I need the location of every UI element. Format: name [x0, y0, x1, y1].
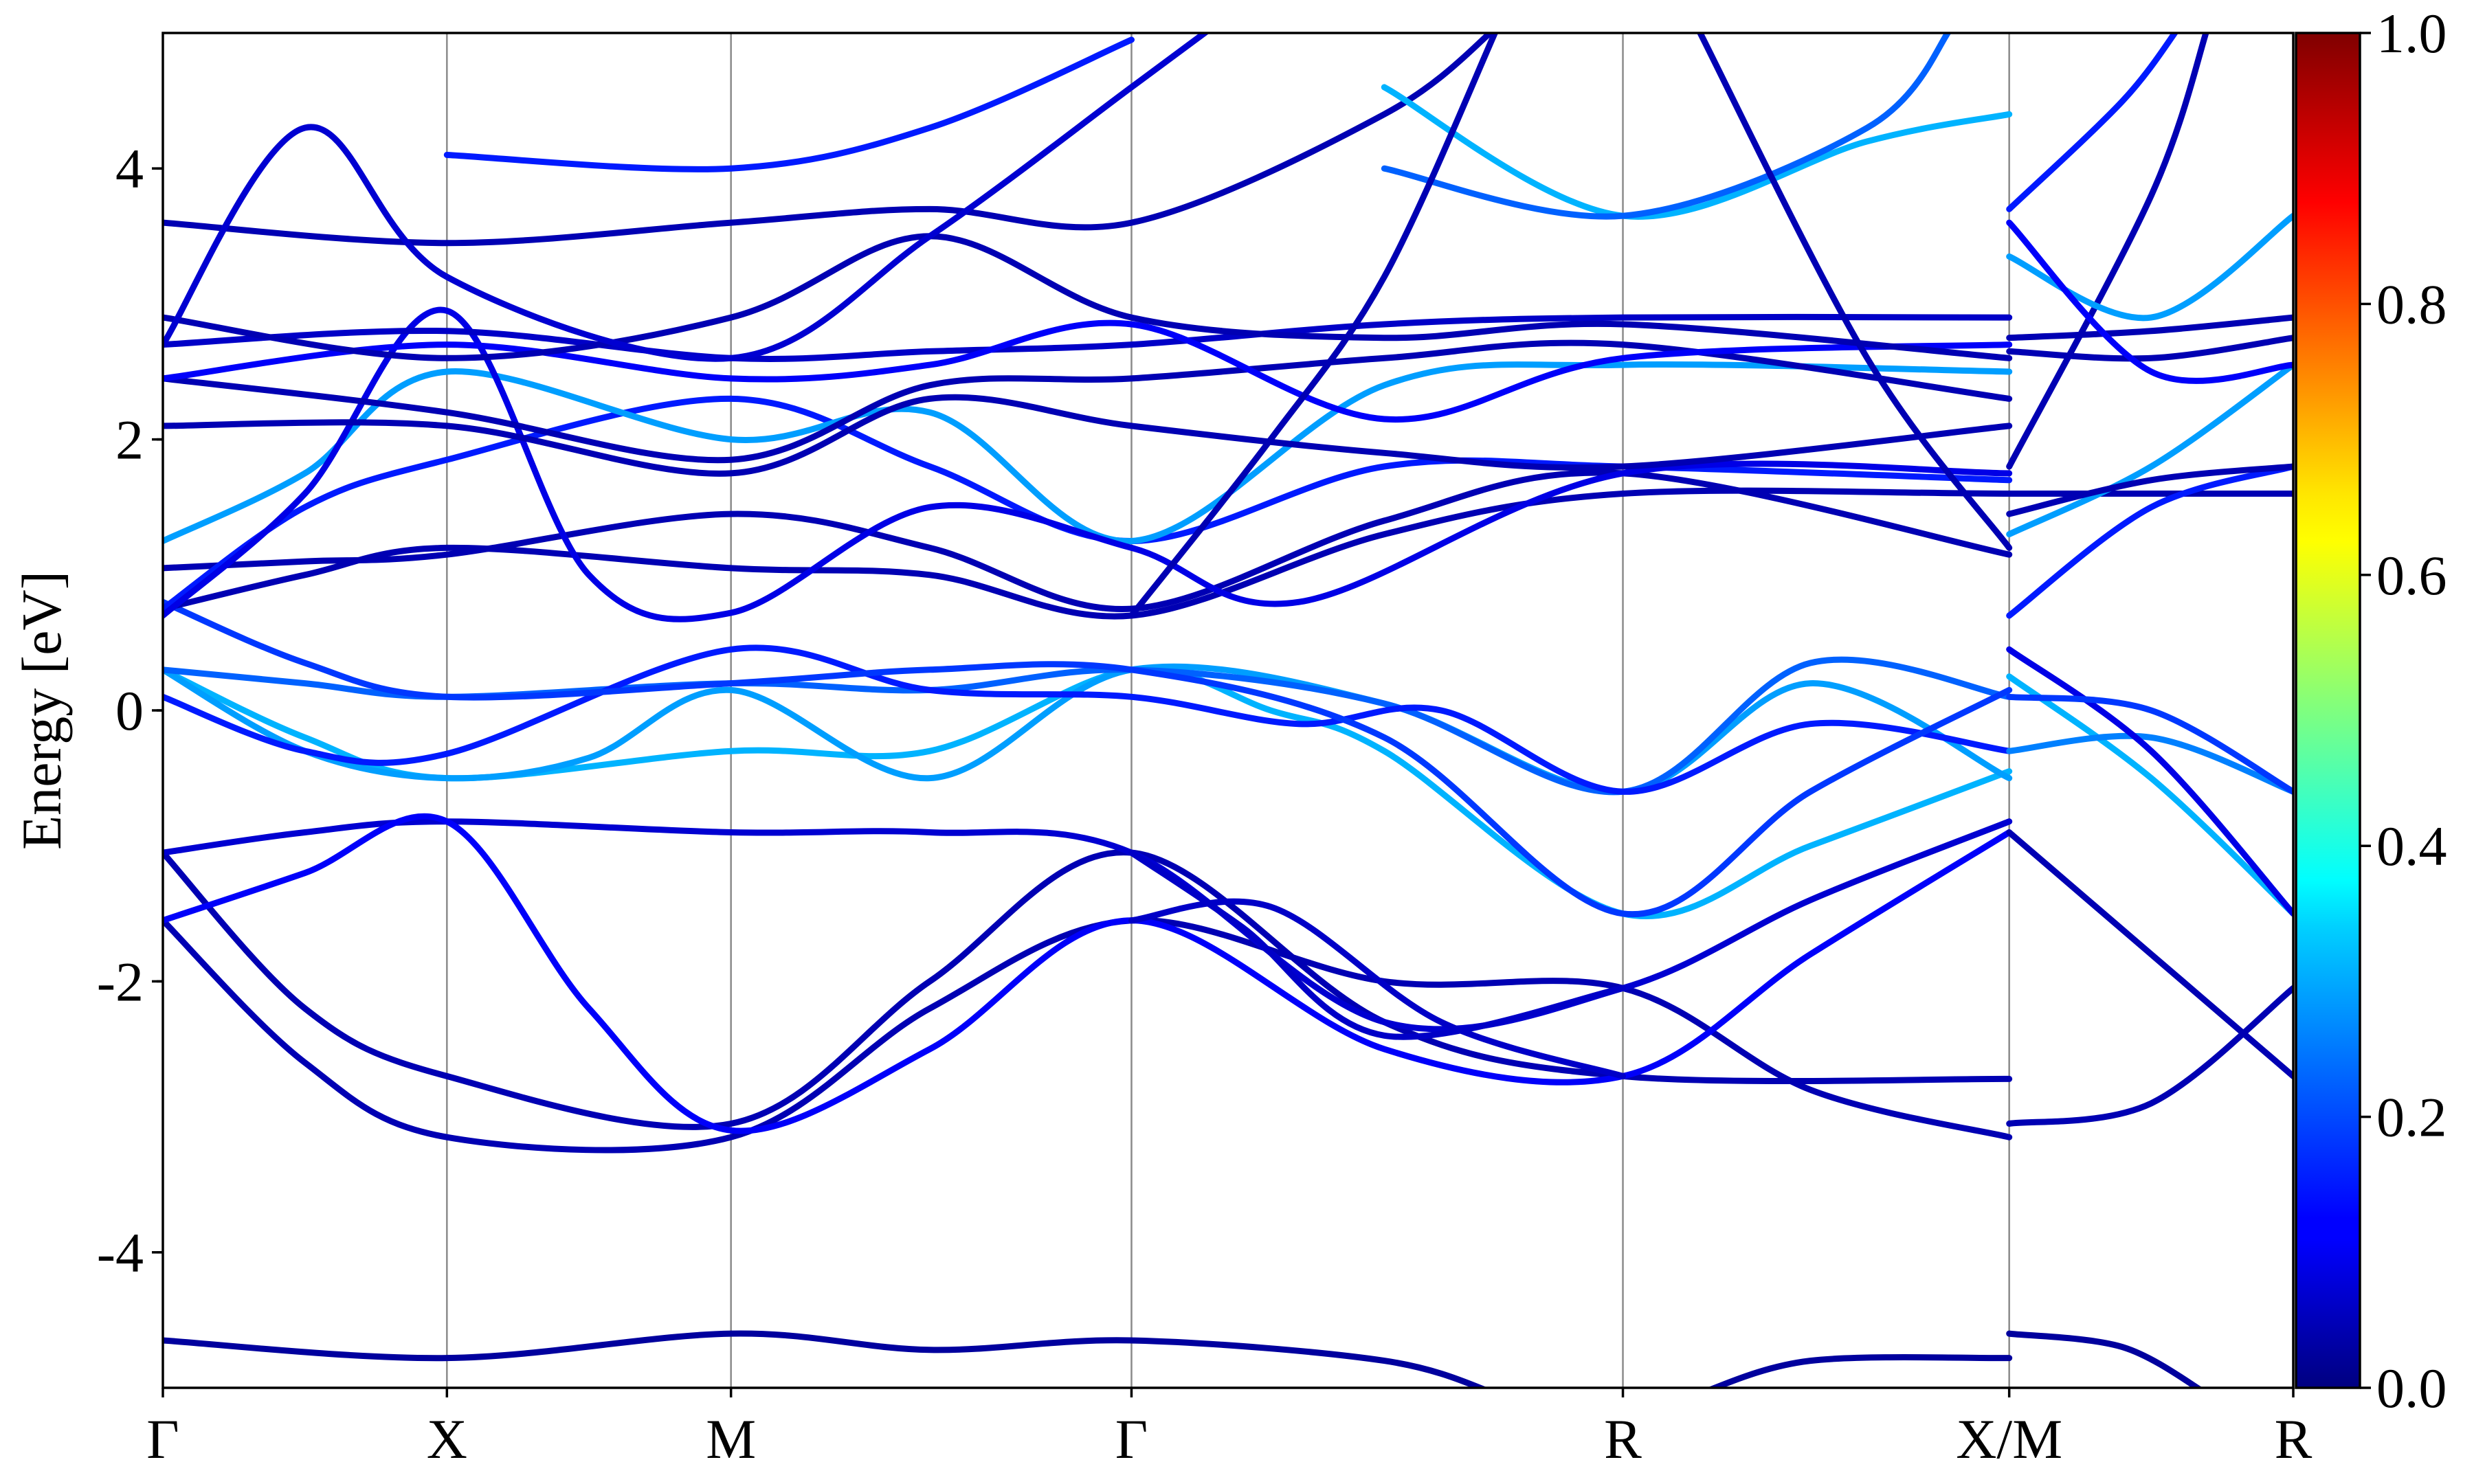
y-axis-label: Energy [eV]: [10, 571, 73, 850]
band-line: [2006, 33, 2209, 470]
band-line: [163, 598, 2013, 918]
band-line: [443, 36, 1135, 172]
band-line: [163, 666, 2013, 920]
colorbar-fill: [2296, 33, 2360, 1388]
band-line: [163, 917, 2013, 1154]
band-lines: [163, 33, 2293, 1388]
band-line: [163, 849, 2013, 1130]
x-tick-label: Γ: [146, 1408, 179, 1470]
band-line: [163, 394, 2013, 477]
band-line: [163, 813, 2013, 1134]
colorbar-tick-label: 1.0: [2376, 2, 2447, 65]
band-line: [2006, 463, 2293, 619]
band-line: [2006, 693, 2293, 795]
colorbar: 0.0 0.2 0.4 0.6 0.8 1.0: [2295, 2, 2447, 1419]
band-line: [1128, 849, 1626, 1040]
band-line: [163, 644, 2013, 795]
band-line: [1128, 898, 1626, 1079]
band-line: [163, 319, 2013, 423]
x-tick-label: X: [427, 1408, 467, 1470]
band-line: [2006, 646, 2293, 917]
y-tick-label: 0: [115, 679, 144, 742]
x-tick-label: R: [1604, 1408, 1642, 1470]
band-line: [2006, 1330, 2203, 1388]
band-line: [1128, 33, 1499, 619]
y-tick-label: 4: [115, 137, 144, 200]
band-line: [163, 313, 2013, 362]
band-line: [2006, 829, 2293, 1079]
colorbar-tick-label: 0.6: [2376, 544, 2447, 607]
x-tick-label: X/M: [1956, 1408, 2062, 1470]
band-line: [163, 818, 2013, 1033]
band-line: [1696, 33, 2013, 551]
colorbar-frame: [2295, 32, 2361, 1389]
band-line: [163, 1330, 1489, 1388]
band-line: [163, 361, 2013, 545]
colorbar-ticks: 0.0 0.2 0.4 0.6 0.8 1.0: [2360, 2, 2447, 1419]
band-line: [2006, 732, 2293, 795]
band-line: [1706, 1353, 2013, 1388]
band-line: [2006, 335, 2293, 362]
band-line: [1381, 84, 2013, 220]
colorbar-tick-label: 0.0: [2376, 1357, 2447, 1419]
band-line: [2006, 361, 2293, 538]
band-line: [2006, 33, 2179, 212]
colorbar-tick-label: 0.8: [2376, 273, 2447, 335]
band-line: [163, 663, 2013, 795]
y-tick-label: -2: [97, 950, 144, 1013]
band-line: [2006, 985, 2293, 1127]
y-tick-label: 2: [115, 409, 144, 471]
band-line: [2006, 463, 2293, 517]
x-tick-label: R: [2275, 1408, 2313, 1470]
band-line: [2006, 314, 2293, 341]
x-axis-ticks: Γ X M Γ R X/M R: [146, 1388, 2313, 1470]
x-tick-label: M: [706, 1408, 756, 1470]
band-line: [163, 487, 2293, 620]
x-tick-label: Γ: [1115, 1408, 1148, 1470]
band-line: [163, 395, 2013, 612]
y-tick-label: -4: [97, 1222, 144, 1284]
band-line: [1381, 33, 1952, 220]
y-axis-ticks: -4 -2 0 2 4: [97, 137, 163, 1284]
colorbar-tick-label: 0.2: [2376, 1086, 2447, 1149]
colorbar-tick-label: 0.4: [2376, 815, 2447, 877]
band-line: [163, 233, 2013, 361]
band-line: [163, 339, 2013, 464]
band-line: [2006, 219, 2293, 384]
band-line: [163, 33, 1495, 247]
band-line: [163, 33, 1210, 362]
band-line: [2006, 212, 2293, 322]
